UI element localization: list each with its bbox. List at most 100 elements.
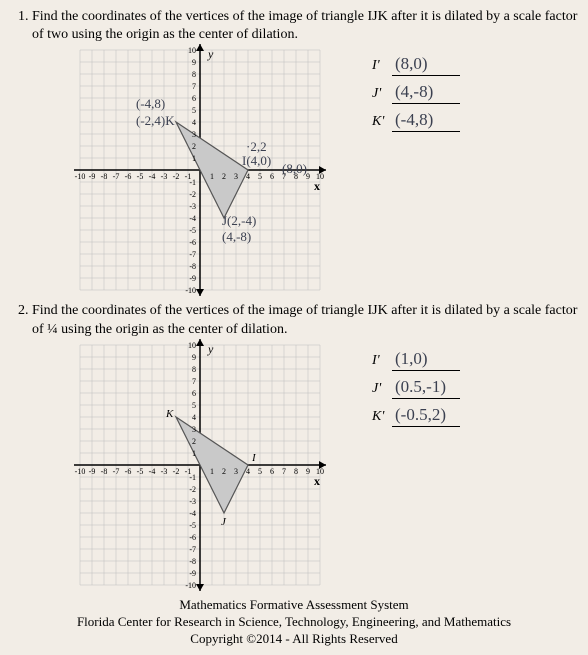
footer-line3: Copyright ©2014 - All Rights Reserved	[8, 631, 580, 648]
svg-text:9: 9	[192, 353, 196, 362]
svg-text:-7: -7	[189, 545, 196, 554]
svg-text:-7: -7	[113, 172, 120, 181]
svg-text:-8: -8	[189, 557, 196, 566]
svg-text:-8: -8	[189, 262, 196, 271]
svg-text:3: 3	[192, 130, 196, 139]
svg-text:4: 4	[246, 172, 250, 181]
ans-j-label: J'	[372, 86, 392, 102]
svg-text:-3: -3	[189, 202, 196, 211]
footer-line2: Florida Center for Research in Science, …	[8, 614, 580, 631]
svg-text:2: 2	[222, 172, 226, 181]
ans2-j-label: J'	[372, 381, 392, 397]
svg-text:6: 6	[192, 389, 196, 398]
x-axis-label-2: x	[314, 474, 320, 488]
svg-text:6: 6	[270, 467, 274, 476]
svg-text:-1: -1	[189, 178, 196, 187]
answers-2: I'(1,0) J'(0.5,-1) K'(-0.5,2)	[372, 349, 460, 433]
ans-j-val: (4,-8)	[392, 82, 460, 104]
svg-text:1: 1	[192, 154, 196, 163]
svg-text:-2: -2	[173, 467, 180, 476]
svg-text:-6: -6	[189, 238, 196, 247]
svg-text:-3: -3	[161, 467, 168, 476]
svg-text:7: 7	[192, 377, 196, 386]
svg-text:-4: -4	[189, 214, 196, 223]
svg-text:9: 9	[306, 172, 310, 181]
y-axis-label: y	[207, 47, 214, 61]
svg-text:-4: -4	[189, 509, 196, 518]
svg-text:2: 2	[222, 467, 226, 476]
ans2-k-val: (-0.5,2)	[392, 405, 460, 427]
svg-text:1: 1	[192, 449, 196, 458]
svg-text:-10: -10	[75, 467, 86, 476]
svg-text:-5: -5	[189, 226, 196, 235]
vertex-j-label: J	[221, 516, 227, 528]
svg-text:3: 3	[234, 172, 238, 181]
svg-text:-6: -6	[189, 533, 196, 542]
problem-1-text: 1. Find the coordinates of the vertices …	[8, 8, 580, 44]
svg-text:-10: -10	[75, 172, 86, 181]
svg-text:-3: -3	[161, 172, 168, 181]
x-axis-label: x	[314, 179, 320, 193]
svg-text:-6: -6	[125, 172, 132, 181]
ans2-i-label: I'	[372, 353, 392, 369]
vertex-i-label: I	[251, 452, 257, 464]
problem-2-prompt: Find the coordinates of the vertices of …	[32, 303, 577, 336]
svg-text:2: 2	[192, 437, 196, 446]
problem-2: 2. Find the coordinates of the vertices …	[8, 302, 580, 590]
problem-2-number: 2.	[18, 303, 29, 318]
svg-text:1: 1	[210, 467, 214, 476]
ans-k-val: (-4,8)	[392, 110, 460, 132]
svg-text:-4: -4	[149, 467, 156, 476]
svg-text:3: 3	[234, 467, 238, 476]
svg-text:-3: -3	[189, 497, 196, 506]
footer-line1: Mathematics Formative Assessment System	[8, 597, 580, 614]
svg-text:4: 4	[246, 467, 250, 476]
svg-text:-9: -9	[189, 274, 196, 283]
svg-text:3: 3	[192, 425, 196, 434]
problem-1-prompt: Find the coordinates of the vertices of …	[32, 9, 577, 42]
svg-text:8: 8	[192, 70, 196, 79]
svg-text:9: 9	[192, 58, 196, 67]
svg-text:1: 1	[210, 172, 214, 181]
svg-text:-2: -2	[189, 190, 196, 199]
svg-text:8: 8	[294, 467, 298, 476]
svg-text:-8: -8	[101, 172, 108, 181]
svg-text:-9: -9	[189, 569, 196, 578]
svg-text:-10: -10	[185, 581, 196, 590]
answers-1: I'(8,0) J'(4,-8) K'(-4,8)	[372, 54, 460, 138]
ans2-k-label: K'	[372, 409, 392, 425]
svg-text:-5: -5	[189, 521, 196, 530]
svg-text:9: 9	[306, 467, 310, 476]
svg-text:10: 10	[188, 46, 196, 55]
svg-text:5: 5	[192, 401, 196, 410]
svg-text:10: 10	[188, 341, 196, 350]
svg-text:-8: -8	[101, 467, 108, 476]
ans-k-label: K'	[372, 114, 392, 130]
svg-text:4: 4	[192, 118, 196, 127]
svg-text:5: 5	[258, 467, 262, 476]
svg-text:-9: -9	[89, 467, 96, 476]
svg-text:-2: -2	[189, 485, 196, 494]
svg-text:-7: -7	[189, 250, 196, 259]
graph-2-svg: K I J -10-9-8-7-6-5-4-3-2-1 12345678910 …	[74, 339, 326, 591]
ans-i-label: I'	[372, 58, 392, 74]
svg-text:-9: -9	[89, 172, 96, 181]
svg-text:7: 7	[282, 172, 286, 181]
svg-text:-1: -1	[189, 473, 196, 482]
svg-text:6: 6	[192, 94, 196, 103]
ans2-j-val: (0.5,-1)	[392, 377, 460, 399]
svg-text:5: 5	[192, 106, 196, 115]
svg-text:-2: -2	[173, 172, 180, 181]
svg-text:5: 5	[258, 172, 262, 181]
svg-text:-10: -10	[185, 286, 196, 295]
graph-1: -10-9-8-7-6-5-4-3-2-1 12345678910 109876…	[74, 44, 326, 296]
vertex-k-label: K	[165, 408, 174, 420]
svg-text:-5: -5	[137, 467, 144, 476]
problem-1-number: 1.	[18, 9, 29, 24]
svg-text:7: 7	[282, 467, 286, 476]
svg-text:8: 8	[294, 172, 298, 181]
svg-text:-6: -6	[125, 467, 132, 476]
svg-text:-5: -5	[137, 172, 144, 181]
problem-2-text: 2. Find the coordinates of the vertices …	[8, 302, 580, 338]
svg-text:-7: -7	[113, 467, 120, 476]
